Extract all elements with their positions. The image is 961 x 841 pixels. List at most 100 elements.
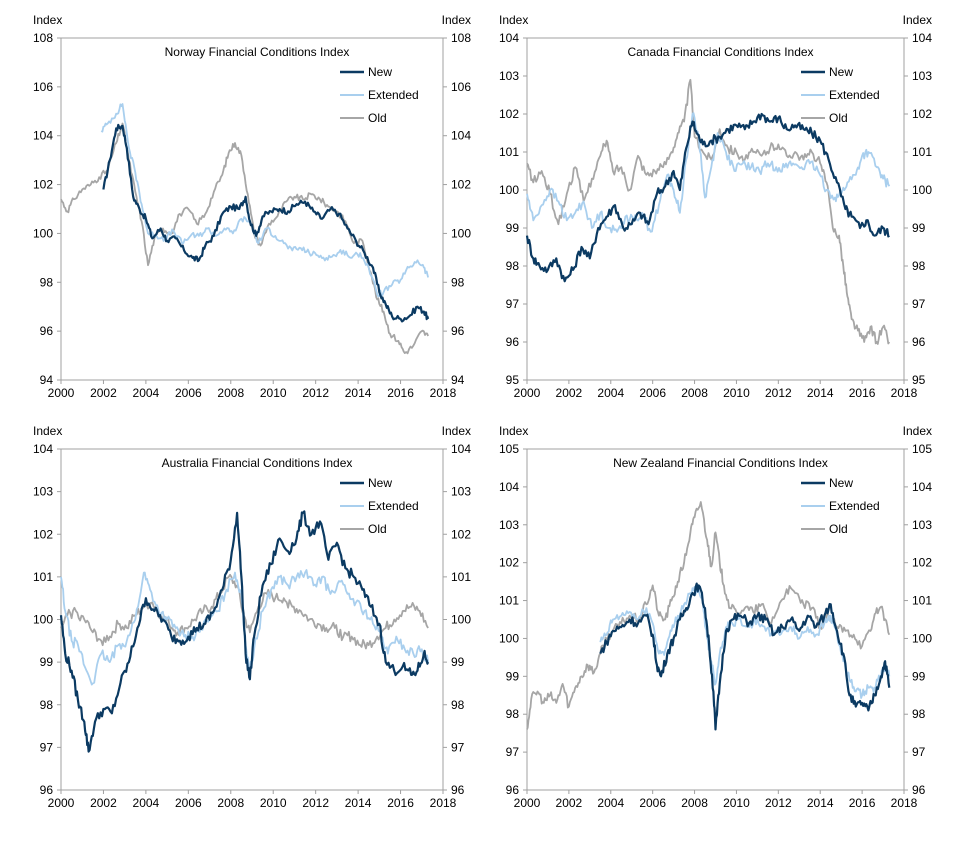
y-tick-label-left: 102 (499, 556, 519, 570)
legend-label-new: New (368, 476, 392, 490)
chart-panel-norway: 94 94 96 96 98 98 100 100 102 102 104 104 106 106 108 1… (33, 13, 471, 400)
y-tick-label-right: 104 (912, 480, 932, 494)
y-tick-label-left: 104 (499, 31, 519, 45)
y-axis-label-right: Index (903, 424, 932, 438)
y-tick-label-left: 95 (506, 373, 520, 387)
x-tick-label: 2006 (639, 796, 666, 810)
y-tick-label-left: 104 (33, 442, 53, 456)
x-tick-label: 2014 (807, 796, 834, 810)
x-tick-label: 2010 (723, 796, 750, 810)
x-tick-label: 2018 (430, 796, 457, 810)
y-tick-label-left: 96 (40, 324, 54, 338)
y-tick-label-left: 98 (40, 275, 54, 289)
y-tick-label-right: 102 (451, 178, 471, 192)
x-tick-label: 2014 (345, 386, 372, 400)
y-tick-label-left: 101 (33, 570, 53, 584)
y-tick-label-right: 99 (912, 669, 926, 683)
series-line-old (526, 501, 891, 730)
chart-panel-new-zealand: 96 96 97 97 98 98 99 99 100 100 101 101 102 102 103 103… (499, 424, 932, 810)
y-tick-label-right: 100 (451, 226, 471, 240)
legend-label-new: New (829, 476, 853, 490)
x-tick-label: 2008 (681, 386, 708, 400)
x-tick-label: 2000 (514, 386, 541, 400)
x-tick-label: 2004 (133, 386, 160, 400)
series-line-new (525, 112, 890, 283)
y-axis-label-left: Index (499, 424, 528, 438)
legend-label-extended: Extended (368, 88, 419, 102)
chart-title: Norway Financial Conditions Index (165, 45, 350, 59)
x-tick-label: 2002 (90, 386, 117, 400)
x-tick-label: 2008 (217, 796, 244, 810)
x-tick-label: 2008 (217, 386, 244, 400)
x-tick-label: 2002 (556, 796, 583, 810)
chart-panel-australia: 96 96 97 97 98 98 99 99 100 100 101 101 102 102 103 103… (33, 424, 471, 810)
x-tick-label: 2012 (765, 796, 792, 810)
series-line-old (60, 122, 429, 355)
y-tick-label-right: 101 (912, 145, 932, 159)
legend-label-new: New (368, 65, 392, 79)
y-tick-label-right: 98 (451, 698, 465, 712)
y-tick-label-left: 102 (33, 527, 53, 541)
y-tick-label-right: 108 (451, 31, 471, 45)
series-line-extended (526, 112, 891, 234)
y-tick-label-right: 98 (912, 259, 926, 273)
legend-label-extended: Extended (829, 88, 880, 102)
y-tick-label-left: 98 (506, 259, 520, 273)
x-tick-label: 2000 (514, 796, 541, 810)
plot-frame (60, 448, 444, 791)
y-tick-label-right: 97 (912, 745, 926, 759)
legend-label-new: New (829, 65, 853, 79)
y-tick-label-left: 100 (33, 226, 53, 240)
x-tick-label: 2004 (597, 796, 624, 810)
y-tick-label-right: 99 (451, 655, 465, 669)
x-tick-label: 2018 (430, 386, 457, 400)
x-tick-label: 2014 (807, 386, 834, 400)
y-axis-label-left: Index (33, 424, 62, 438)
x-tick-label: 2016 (387, 796, 414, 810)
series-line-new (599, 582, 891, 731)
y-tick-label-left: 99 (506, 221, 520, 235)
x-tick-label: 2016 (849, 796, 876, 810)
y-tick-label-left: 104 (33, 129, 53, 143)
y-tick-label-right: 101 (912, 594, 932, 608)
y-tick-label-right: 98 (912, 707, 926, 721)
y-tick-label-right: 96 (912, 783, 926, 797)
y-tick-label-left: 104 (499, 480, 519, 494)
x-tick-label: 2018 (891, 386, 918, 400)
x-tick-label: 2004 (597, 386, 624, 400)
x-tick-label: 2010 (260, 796, 287, 810)
y-tick-label-left: 100 (499, 631, 519, 645)
x-tick-label: 2012 (302, 796, 329, 810)
x-tick-label: 2006 (175, 796, 202, 810)
legend-label-extended: Extended (368, 499, 419, 513)
legend-label-old: Old (829, 111, 848, 125)
y-tick-label-left: 105 (499, 442, 519, 456)
x-tick-label: 2008 (681, 796, 708, 810)
y-tick-label-right: 104 (912, 31, 932, 45)
y-tick-label-left: 108 (33, 31, 53, 45)
y-axis-label-left: Index (33, 13, 62, 27)
y-tick-label-right: 97 (912, 297, 926, 311)
y-tick-label-right: 96 (912, 335, 926, 349)
y-tick-label-right: 95 (912, 373, 926, 387)
y-tick-label-right: 102 (912, 556, 932, 570)
y-tick-label-left: 98 (40, 698, 54, 712)
y-tick-label-left: 99 (40, 655, 54, 669)
y-tick-label-left: 103 (499, 69, 519, 83)
y-tick-label-left: 103 (33, 485, 53, 499)
y-tick-label-right: 104 (451, 129, 471, 143)
y-tick-label-left: 103 (499, 518, 519, 532)
legend-label-old: Old (829, 522, 848, 536)
y-tick-label-right: 96 (451, 324, 465, 338)
y-tick-label-left: 94 (40, 373, 54, 387)
y-tick-label-right: 100 (451, 613, 471, 627)
chart-title: New Zealand Financial Conditions Index (613, 456, 828, 470)
y-tick-label-right: 94 (451, 373, 465, 387)
x-tick-label: 2006 (175, 386, 202, 400)
y-axis-label-right: Index (903, 13, 932, 27)
y-tick-label-right: 100 (912, 631, 932, 645)
y-tick-label-left: 100 (499, 183, 519, 197)
y-tick-label-left: 97 (40, 740, 54, 754)
y-tick-label-right: 103 (912, 518, 932, 532)
